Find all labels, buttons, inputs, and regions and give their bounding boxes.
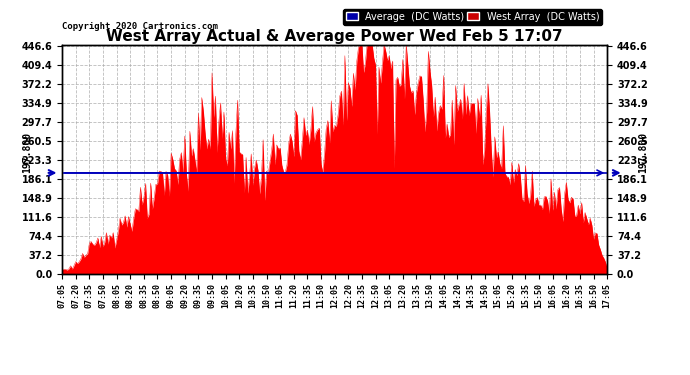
Title: West Array Actual & Average Power Wed Feb 5 17:07: West Array Actual & Average Power Wed Fe… xyxy=(106,29,563,44)
Legend: Average  (DC Watts), West Array  (DC Watts): Average (DC Watts), West Array (DC Watts… xyxy=(343,9,602,24)
Text: 197.800: 197.800 xyxy=(21,132,32,173)
Text: Copyright 2020 Cartronics.com: Copyright 2020 Cartronics.com xyxy=(62,22,218,31)
Text: 197.800: 197.800 xyxy=(638,132,648,173)
